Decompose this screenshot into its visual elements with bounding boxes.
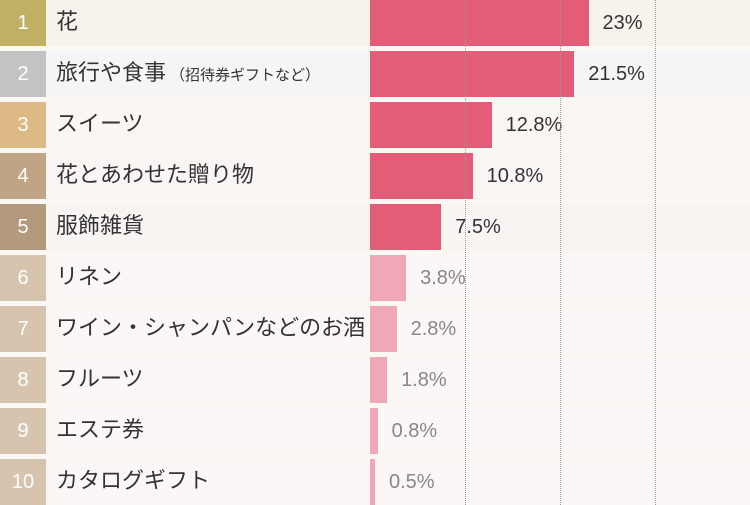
category-label-note: （招待券ギフトなど） <box>170 66 321 84</box>
rank-badge: 10 <box>0 459 46 505</box>
category-label-main: ワイン・シャンパンなどのお酒 <box>56 316 366 341</box>
category-label-main: カタログギフト <box>56 469 211 494</box>
rank-badge: 7 <box>0 306 46 352</box>
category-label-main: 花とあわせた贈り物 <box>56 163 255 188</box>
category-label-main: スイーツ <box>56 112 144 137</box>
value-label: 12.8% <box>505 114 563 136</box>
bar-row-10: 10 カタログギフト 0.5% <box>0 459 750 505</box>
value-label: 2.8% <box>410 318 457 340</box>
bar-row-9: 9 エステ券 0.8% <box>0 408 750 454</box>
value-label: 0.8% <box>391 420 438 442</box>
category-label-main: 花 <box>56 10 79 35</box>
rank-badge: 6 <box>0 255 46 301</box>
value-label: 21.5% <box>588 63 645 85</box>
bar-row-8: 8 フルーツ 1.8% <box>0 357 750 403</box>
bar <box>370 255 407 301</box>
rank-badge: 1 <box>0 0 46 46</box>
gridline <box>655 0 656 505</box>
value-label: 7.5% <box>455 216 501 238</box>
bar <box>370 408 378 454</box>
rank-badge: 3 <box>0 102 46 148</box>
category-label-main: 旅行や食事 <box>56 61 167 86</box>
value-label: 3.8% <box>420 267 466 289</box>
category-label: 花とあわせた贈り物 <box>56 153 254 199</box>
bar <box>370 306 397 352</box>
category-label: 服飾雑貨 <box>56 204 144 250</box>
rank-badge: 5 <box>0 204 46 250</box>
value-label: 0.5% <box>389 471 435 493</box>
bar <box>370 0 589 46</box>
category-label: フルーツ <box>56 357 144 403</box>
category-label: 旅行や食事 （招待券ギフトなど） <box>56 51 320 97</box>
bar <box>370 459 375 505</box>
gridline <box>560 0 561 505</box>
rank-badge: 4 <box>0 153 46 199</box>
category-label-main: 服飾雑貨 <box>56 214 145 239</box>
category-label: カタログギフト <box>56 459 210 505</box>
bar <box>370 153 473 199</box>
rank-badge: 8 <box>0 357 46 403</box>
bar <box>370 357 388 403</box>
gridline <box>465 0 466 505</box>
category-label: リネン <box>56 255 122 301</box>
category-label-main: フルーツ <box>56 367 144 392</box>
category-label-main: リネン <box>56 265 123 290</box>
category-label: エステ券 <box>56 408 144 454</box>
bar-row-6: 6 リネン 3.8% <box>0 255 750 301</box>
row-background <box>0 459 750 505</box>
bar <box>370 102 492 148</box>
category-label: ワイン・シャンパンなどのお酒 <box>56 306 365 352</box>
value-label: 10.8% <box>486 165 544 187</box>
bar <box>370 51 575 97</box>
category-label: スイーツ <box>56 102 144 148</box>
bar-row-4: 4 花とあわせた贈り物 10.8% <box>0 153 750 199</box>
value-label: 23% <box>602 12 643 34</box>
bar-row-3: 3 スイーツ 12.8% <box>0 102 750 148</box>
bar-row-2: 2 旅行や食事 （招待券ギフトなど） 21.5% <box>0 51 750 97</box>
category-label: 花 <box>56 0 78 46</box>
bar <box>370 204 442 250</box>
category-label-main: エステ券 <box>56 418 145 443</box>
bar-row-7: 7 ワイン・シャンパンなどのお酒 2.8% <box>0 306 750 352</box>
value-label: 1.8% <box>401 369 447 391</box>
bar-row-5: 5 服飾雑貨 7.5% <box>0 204 750 250</box>
bar-row-1: 1 花 23% <box>0 0 750 46</box>
rank-badge: 2 <box>0 51 46 97</box>
rank-badge: 9 <box>0 408 46 454</box>
